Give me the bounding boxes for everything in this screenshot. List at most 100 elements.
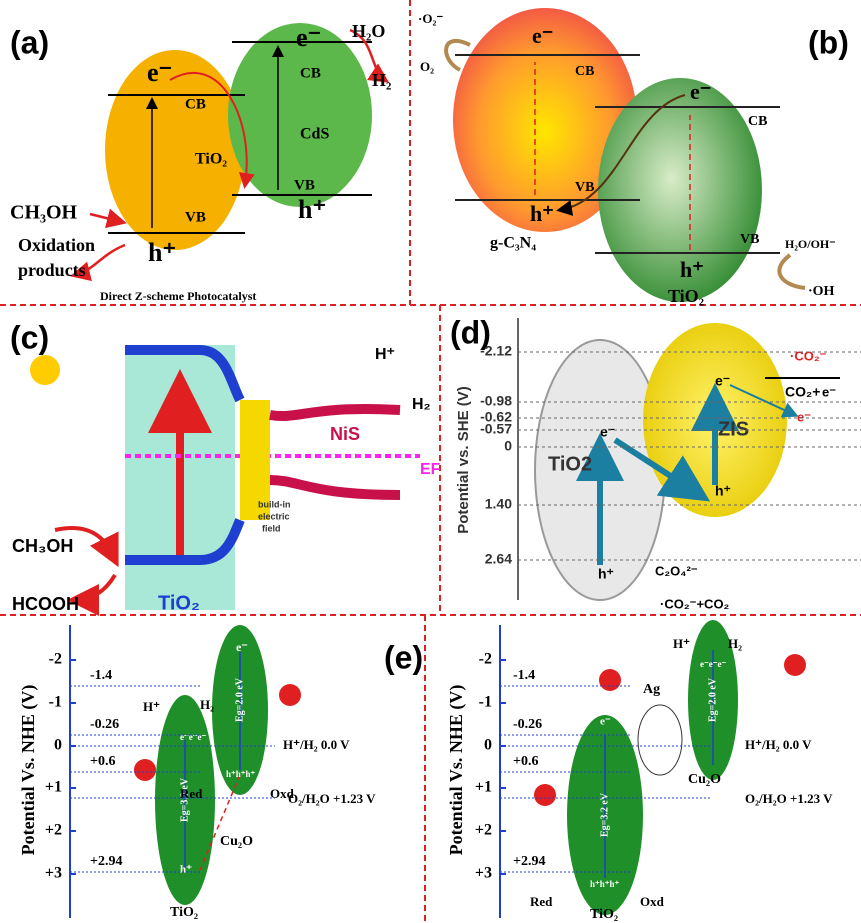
label: e⁻ [600, 716, 611, 728]
label: -1 [49, 694, 62, 711]
label: -0.57 [480, 421, 512, 437]
label: field [262, 523, 281, 533]
label: (e) [384, 639, 423, 675]
label: H₂ [200, 697, 214, 712]
label: +2 [475, 822, 492, 839]
label: h⁺ [148, 238, 176, 267]
label: TiO₂ [590, 907, 618, 922]
label: TiO2 [548, 453, 592, 475]
label: +2 [45, 822, 62, 839]
label: Oxd [640, 894, 665, 909]
label: e⁻ [822, 384, 836, 399]
label: +1 [475, 779, 492, 796]
label: products [18, 260, 86, 280]
label: Oxd [270, 786, 295, 801]
label: CO₂+ [785, 384, 820, 400]
label: EF [420, 461, 441, 478]
label: -2 [479, 651, 492, 668]
label: h⁺ [530, 201, 554, 226]
label: e⁻ [532, 23, 553, 48]
label: h⁺ [298, 195, 326, 224]
label: -0.26 [90, 717, 119, 732]
label: O₂/H₂O +1.23 V [745, 791, 833, 806]
label: NiS [330, 424, 360, 444]
label: ZIS [718, 418, 749, 440]
label: CB [575, 64, 594, 79]
label: TiO₂ [668, 286, 704, 306]
label: O₂ [420, 59, 434, 74]
label: h⁺h⁺h⁺ [226, 769, 256, 779]
label: h⁺ [180, 864, 192, 876]
label: e⁻e⁻e⁻ [180, 732, 206, 742]
label: H⁺ [673, 636, 690, 651]
label: 1.40 [485, 496, 512, 512]
label: e⁻ [147, 58, 172, 87]
label: 0 [484, 737, 492, 754]
label: -2 [49, 651, 62, 668]
label: HCOOH [12, 594, 79, 614]
label: TiO₂ [195, 151, 227, 168]
label: -0.98 [480, 393, 512, 409]
label: +3 [45, 865, 62, 882]
label: C₂O₄²⁻ [655, 563, 698, 578]
panel-c-shapes [30, 345, 420, 610]
label: (b) [808, 24, 849, 60]
label: +2.94 [513, 854, 545, 869]
label: H⁺/H₂ 0.0 V [283, 737, 350, 752]
label: Potential Vs. NHE (V) [18, 685, 39, 856]
label: H⁺ [143, 699, 160, 714]
label: ·CO₂⁻+CO₂ [660, 596, 730, 611]
label: H⁺ [375, 346, 395, 363]
label: CdS [300, 126, 329, 143]
label: h⁺ [680, 257, 704, 282]
label: Direct Z-scheme Photocatalyst [100, 289, 256, 303]
label: e⁻ [236, 640, 248, 654]
label: e⁻ [715, 373, 730, 389]
label: e⁻ [296, 23, 321, 52]
label: 0 [54, 737, 62, 754]
label: h⁺h⁺h⁺ [590, 879, 620, 889]
label: H₂ [728, 636, 742, 651]
label: O₂/H₂O +1.23 V [288, 791, 376, 806]
label: Potential vs. SHE (V) [455, 386, 472, 534]
label: ·CO₂⁻ [790, 348, 827, 363]
label: CB [185, 96, 206, 112]
label: CB [300, 65, 321, 81]
panel-b-shapes [446, 8, 805, 302]
label: H⁺/H₂ 0.0 V [745, 737, 812, 752]
label: +1 [45, 779, 62, 796]
label: e⁻ [690, 79, 711, 104]
label: ·OH [808, 284, 835, 299]
page: (a)(b)(c)(d)(e)e⁻CBTiO₂VBh⁺e⁻CBCdSVBh⁺H₂… [0, 0, 861, 923]
label: ·O₂⁻ [418, 11, 443, 26]
label: +3 [475, 865, 492, 882]
label: Red [530, 894, 553, 909]
label: H₂ [372, 70, 391, 90]
label: VB [185, 209, 206, 225]
label: H₂O/OH⁻ [785, 237, 836, 251]
label: +0.6 [90, 754, 115, 769]
label: Oxidation [18, 235, 95, 255]
label: h⁺ [715, 483, 731, 499]
label: Ag [643, 682, 660, 697]
label: VB [294, 177, 315, 193]
label: e⁻e⁻e⁻ [700, 659, 726, 669]
label: TiO₂ [170, 905, 198, 920]
label: Cu₂O [220, 834, 253, 849]
label: CH₃OH [12, 536, 73, 556]
label: -1.4 [513, 668, 535, 683]
label: H₂ [412, 396, 431, 413]
label: H₂O [352, 21, 385, 41]
label: Potential Vs. NHE (V) [446, 685, 467, 856]
label: -1.4 [90, 668, 112, 683]
label: e⁻ [600, 424, 615, 440]
label: (a) [10, 24, 49, 60]
label: VB [740, 232, 759, 247]
label: -0.26 [513, 717, 542, 732]
label: 2.64 [485, 551, 512, 567]
panel-a-shapes [75, 23, 385, 275]
label: Cu₂O [688, 772, 721, 787]
label: e⁻ [797, 409, 811, 424]
label: electric [258, 511, 290, 521]
label: CH₃OH [10, 202, 78, 224]
